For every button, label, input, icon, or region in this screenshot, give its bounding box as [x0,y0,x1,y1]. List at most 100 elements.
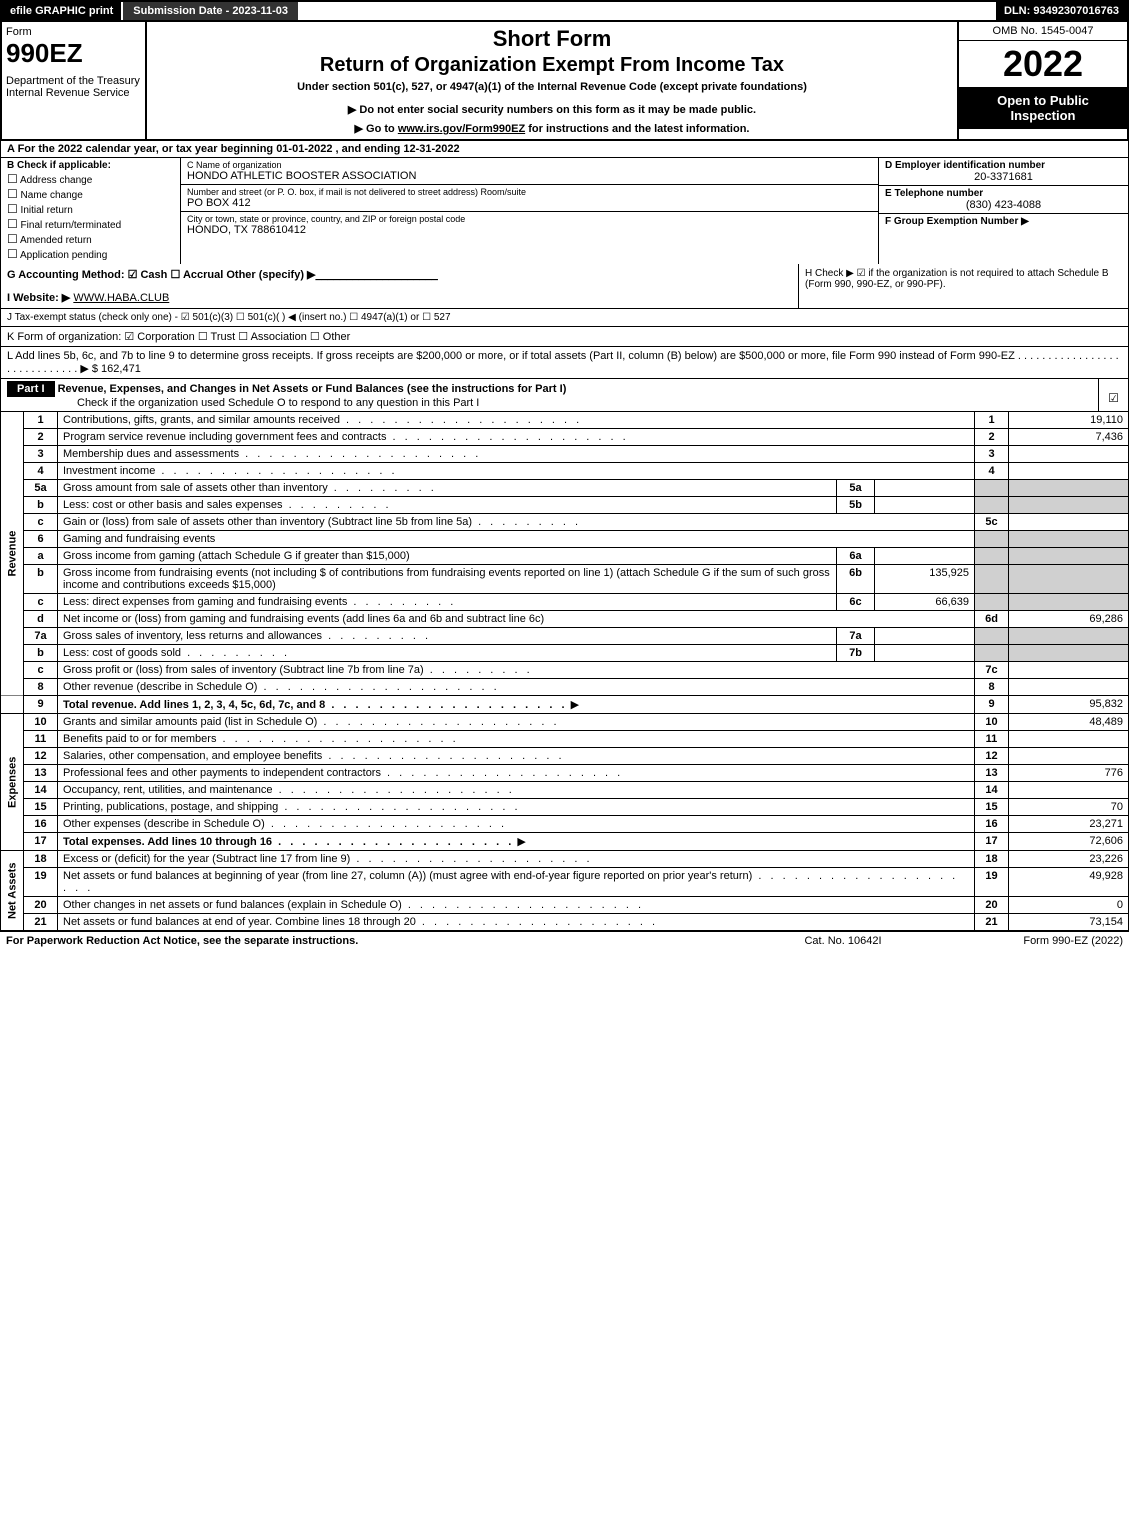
line-5c-val [1009,514,1129,531]
line-10: Expenses 10Grants and similar amounts pa… [1,714,1129,731]
chk-address-change[interactable]: Address change [7,172,174,186]
line-15: 15Printing, publications, postage, and s… [1,799,1129,816]
line-3: 3Membership dues and assessments 3 [1,446,1129,463]
line-14: 14Occupancy, rent, utilities, and mainte… [1,782,1129,799]
line-8-val [1009,679,1129,696]
line-7c: cGross profit or (loss) from sales of in… [1,662,1129,679]
line-6a-val [875,548,975,565]
dept-label: Department of the Treasury Internal Reve… [6,75,141,99]
org-name-value: HONDO ATHLETIC BOOSTER ASSOCIATION [187,170,872,182]
part1-header: Part I Revenue, Expenses, and Changes in… [0,379,1129,412]
line-11-val [1009,731,1129,748]
line-16: 16Other expenses (describe in Schedule O… [1,816,1129,833]
ssn-warning: ▶ Do not enter social security numbers o… [155,103,949,116]
submission-date: Submission Date - 2023-11-03 [121,2,298,20]
line-18-val: 23,226 [1009,851,1129,868]
line-7b-val [875,645,975,662]
line-13: 13Professional fees and other payments t… [1,765,1129,782]
line-20: 20Other changes in net assets or fund ba… [1,897,1129,914]
street-value: PO BOX 412 [187,197,872,209]
line-17-val: 72,606 [1009,833,1129,851]
line-2: 2Program service revenue including gover… [1,429,1129,446]
row-k-form-org: K Form of organization: ☑ Corporation ☐ … [0,327,1129,347]
line-7c-val [1009,662,1129,679]
side-expenses: Expenses [1,714,24,851]
goto-pre: ▶ Go to [355,123,398,135]
website-label: I Website: ▶ [7,292,70,304]
chk-amended-return[interactable]: Amended return [7,232,174,246]
top-bar: efile GRAPHIC print Submission Date - 20… [0,0,1129,22]
efile-print-label[interactable]: efile GRAPHIC print [2,2,121,20]
line-21: 21Net assets or fund balances at end of … [1,914,1129,931]
omb-number: OMB No. 1545-0047 [959,22,1127,41]
line-21-val: 73,154 [1009,914,1129,931]
row-j-tax-exempt: J Tax-exempt status (check only one) - ☑… [0,309,1129,327]
tax-year: 2022 [959,41,1127,87]
website-link[interactable]: WWW.HABA.CLUB [73,292,169,304]
part1-title: Revenue, Expenses, and Changes in Net As… [58,383,567,395]
line-5a-val [875,480,975,497]
form-number: 990EZ [6,38,141,69]
line-7b: bLess: cost of goods sold 7b [1,645,1129,662]
line-19: 19Net assets or fund balances at beginni… [1,868,1129,897]
row-a-calendar: A For the 2022 calendar year, or tax yea… [0,141,1129,158]
line-6c-val: 66,639 [875,594,975,611]
line-9: 9Total revenue. Add lines 1, 2, 3, 4, 5c… [1,696,1129,714]
chk-final-return[interactable]: Final return/terminated [7,217,174,231]
line-6d-val: 69,286 [1009,611,1129,628]
line-6d: dNet income or (loss) from gaming and fu… [1,611,1129,628]
lines-table: Revenue 1 Contributions, gifts, grants, … [0,412,1129,931]
part1-checkbox[interactable] [1098,379,1128,411]
row-l-text: L Add lines 5b, 6c, and 7b to line 9 to … [7,350,1119,375]
footer-notice: For Paperwork Reduction Act Notice, see … [6,935,743,947]
form-label: Form [6,26,141,38]
line-1-val: 19,110 [1009,412,1129,429]
footer-catno: Cat. No. 10642I [743,935,943,947]
line-7a-val [875,628,975,645]
line-5c: cGain or (loss) from sale of assets othe… [1,514,1129,531]
year-block: OMB No. 1545-0047 2022 Open to Public In… [957,22,1127,139]
line-9-val: 95,832 [1009,696,1129,714]
line-6c: cLess: direct expenses from gaming and f… [1,594,1129,611]
city-label: City or town, state or province, country… [187,214,872,224]
line-19-val: 49,928 [1009,868,1129,897]
group-exemption-label: F Group Exemption Number ▶ [885,216,1122,227]
line-15-val: 70 [1009,799,1129,816]
return-title: Return of Organization Exempt From Incom… [155,54,949,77]
chk-initial-return[interactable]: Initial return [7,202,174,216]
under-section-text: Under section 501(c), 527, or 4947(a)(1)… [155,81,949,93]
accounting-method: G Accounting Method: ☑ Cash ☐ Accrual Ot… [7,269,316,281]
line-16-val: 23,271 [1009,816,1129,833]
bcde-block: B Check if applicable: Address change Na… [0,158,1129,264]
col-de-ids: D Employer identification number 20-3371… [878,158,1128,264]
open-inspection: Open to Public Inspection [959,87,1127,129]
ein-label: D Employer identification number [885,160,1122,171]
chk-name-change[interactable]: Name change [7,187,174,201]
page-footer: For Paperwork Reduction Act Notice, see … [0,931,1129,950]
row-i-website: I Website: ▶ WWW.HABA.CLUB [7,291,792,304]
dln-number: DLN: 93492307016763 [996,2,1127,20]
footer-formref: Form 990-EZ (2022) [943,935,1123,947]
line-7a: 7aGross sales of inventory, less returns… [1,628,1129,645]
line-18: Net Assets 18Excess or (deficit) for the… [1,851,1129,868]
line-6a: aGross income from gaming (attach Schedu… [1,548,1129,565]
line-8: 8Other revenue (describe in Schedule O) … [1,679,1129,696]
goto-link[interactable]: www.irs.gov/Form990EZ [398,123,525,135]
line-6b-val: 135,925 [875,565,975,594]
line-5b-val [875,497,975,514]
chk-application-pending[interactable]: Application pending [7,247,174,261]
line-13-val: 776 [1009,765,1129,782]
goto-post: for instructions and the latest informat… [525,123,749,135]
city-value: HONDO, TX 788610412 [187,224,872,236]
side-netassets: Net Assets [1,851,24,931]
row-g-accounting: G Accounting Method: ☑ Cash ☐ Accrual Ot… [1,264,798,308]
gh-row: G Accounting Method: ☑ Cash ☐ Accrual Ot… [0,264,1129,309]
line-6b: bGross income from fundraising events (n… [1,565,1129,594]
form-title-block: Short Form Return of Organization Exempt… [147,22,957,139]
line-20-val: 0 [1009,897,1129,914]
row-l-gross-receipts: L Add lines 5b, 6c, and 7b to line 9 to … [0,347,1129,379]
col-c-org-info: C Name of organization HONDO ATHLETIC BO… [181,158,878,264]
row-l-value: 162,471 [101,363,141,375]
line-2-val: 7,436 [1009,429,1129,446]
line-11: 11Benefits paid to or for members11 [1,731,1129,748]
